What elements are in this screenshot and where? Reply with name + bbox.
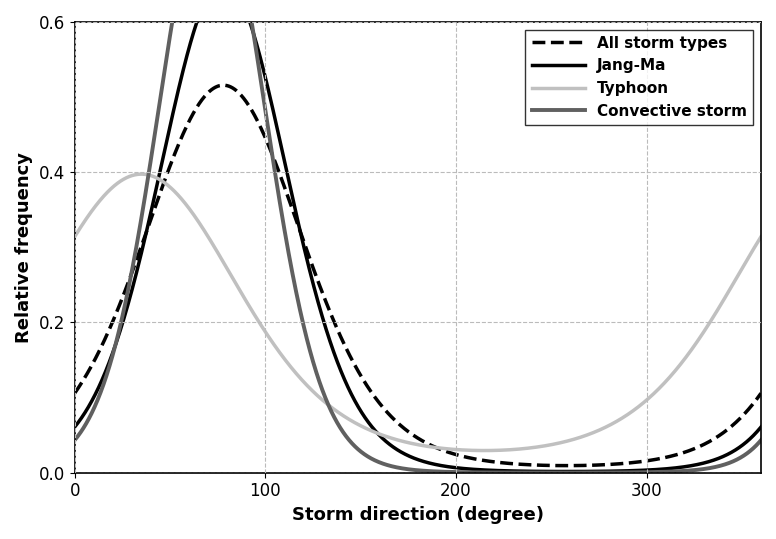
All storm types bbox=[363, 384, 372, 390]
Jang-Ma bbox=[757, 424, 766, 430]
Typhoon bbox=[334, 409, 343, 416]
All storm types bbox=[743, 407, 753, 413]
Typhoon bbox=[189, 212, 199, 218]
Convective storm bbox=[334, 421, 343, 427]
Jang-Ma bbox=[562, 468, 571, 475]
Convective storm bbox=[670, 468, 679, 475]
All storm types bbox=[70, 390, 79, 397]
Jang-Ma bbox=[670, 465, 679, 471]
Typhoon bbox=[480, 447, 489, 454]
Convective storm bbox=[148, 143, 158, 150]
Typhoon bbox=[148, 173, 158, 179]
Jang-Ma bbox=[189, 29, 199, 35]
Legend: All storm types, Jang-Ma, Typhoon, Convective storm: All storm types, Jang-Ma, Typhoon, Conve… bbox=[525, 30, 753, 125]
Jang-Ma bbox=[70, 424, 79, 430]
Typhoon bbox=[363, 426, 372, 432]
Line: Convective storm: Convective storm bbox=[74, 0, 761, 473]
Convective storm bbox=[363, 453, 372, 460]
Line: All storm types: All storm types bbox=[74, 85, 761, 466]
Typhoon bbox=[743, 255, 753, 261]
All storm types bbox=[219, 82, 228, 88]
Line: Typhoon: Typhoon bbox=[74, 174, 761, 451]
Convective storm bbox=[743, 450, 753, 456]
Jang-Ma bbox=[148, 200, 158, 206]
Typhoon bbox=[757, 233, 766, 240]
All storm types bbox=[148, 210, 158, 217]
Y-axis label: Relative frequency: Relative frequency bbox=[15, 152, 33, 343]
Convective storm bbox=[550, 469, 559, 476]
Line: Jang-Ma: Jang-Ma bbox=[74, 0, 761, 472]
All storm types bbox=[670, 452, 679, 459]
All storm types bbox=[562, 462, 571, 469]
Typhoon bbox=[670, 369, 679, 375]
X-axis label: Storm direction (degree): Storm direction (degree) bbox=[292, 506, 544, 524]
All storm types bbox=[189, 109, 199, 116]
Typhoon bbox=[137, 171, 146, 177]
Jang-Ma bbox=[363, 418, 372, 425]
Jang-Ma bbox=[334, 361, 343, 367]
Typhoon bbox=[70, 233, 79, 240]
Jang-Ma bbox=[743, 438, 753, 444]
All storm types bbox=[757, 390, 766, 397]
Convective storm bbox=[70, 437, 79, 444]
Convective storm bbox=[757, 437, 766, 444]
All storm types bbox=[334, 328, 343, 334]
